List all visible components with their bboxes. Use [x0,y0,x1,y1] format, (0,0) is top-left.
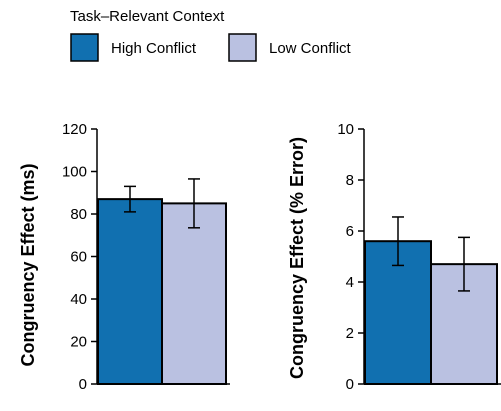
legend-title: Task–Relevant Context [70,8,225,25]
y-tick-label: 6 [346,223,354,240]
error-bar-low-conflict [458,236,470,292]
legend: Task–Relevant Context High Conflict Low … [70,8,352,62]
legend-label-low-conflict: Low Conflict [269,40,352,57]
y-tick-label: 0 [79,376,87,393]
error-bar-high-conflict [392,216,404,267]
error-bar-low-conflict [188,178,200,229]
y-tick-label: 60 [70,249,87,266]
chart-error-rate: Congruency Effect (% Error) 0 2 4 6 8 10 [287,121,501,393]
y-tick-label: 80 [70,206,87,223]
y-axis-label-ms: Congruency Effect (ms) [18,163,38,366]
legend-swatch-high-conflict [70,33,99,62]
bar-high-conflict [97,198,163,385]
y-tick-label: 120 [62,121,87,138]
legend-swatch-low-conflict [228,33,257,62]
error-bar-high-conflict [124,185,136,213]
y-tick-label: 8 [346,172,354,189]
y-tick-label: 40 [70,291,87,308]
y-axis-label-error: Congruency Effect (% Error) [287,137,307,379]
legend-label-high-conflict: High Conflict [111,40,197,57]
y-tick-label: 2 [346,325,354,342]
y-tick-label: 4 [346,274,354,291]
y-tick-label: 20 [70,334,87,351]
y-tick-label: 10 [337,121,354,138]
y-tick-label: 0 [346,376,354,393]
chart-reaction-time: Congruency Effect (ms) 0 20 40 60 80 100 120 [18,121,230,393]
y-tick-label: 100 [62,164,87,181]
bar-low-conflict [161,202,227,385]
